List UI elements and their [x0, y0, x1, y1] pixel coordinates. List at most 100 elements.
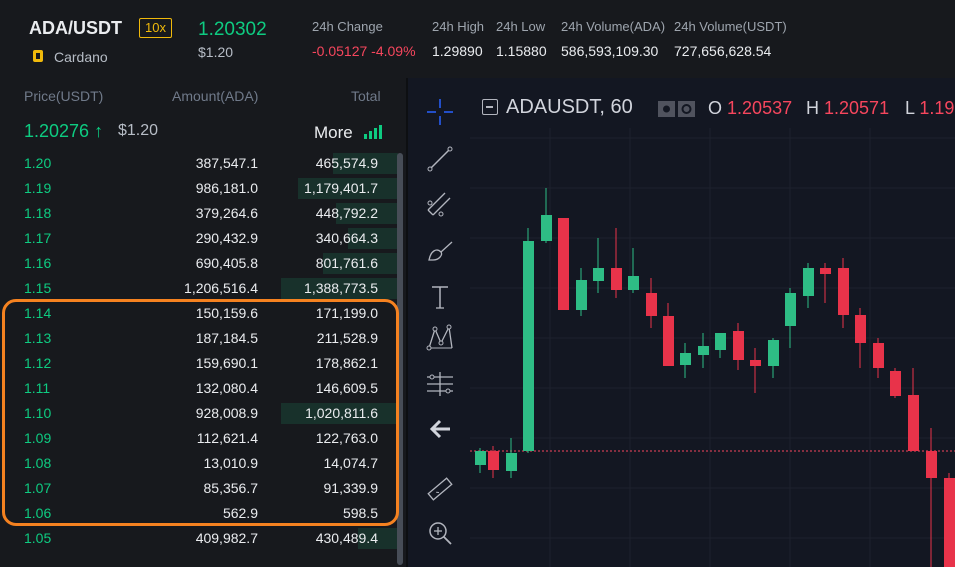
collapse-legend-icon[interactable] [482, 99, 498, 115]
col-price-header: Price(USDT) [24, 88, 104, 104]
ruler-icon[interactable] [425, 474, 455, 504]
order-book-rows: 1.20 387,547.1 465,574.9 1.19 986,181.0 1,179… [0, 151, 406, 551]
order-book-row[interactable]: 1.20 387,547.1 465,574.9 [0, 151, 406, 176]
row-amount: 409,982.7 [195, 530, 258, 546]
candle-down[interactable] [611, 228, 622, 298]
candle-up[interactable] [680, 343, 691, 378]
row-price: 1.08 [24, 455, 52, 471]
order-book-row[interactable]: 1.14 150,159.6 171,199.0 [0, 301, 406, 326]
price-chart[interactable]: ADAUSDT, 60 O 1.20537 H 1.20571 L 1.19 [470, 78, 955, 567]
candle-down[interactable] [488, 446, 499, 478]
candle-up[interactable] [541, 188, 552, 243]
pattern-icon[interactable] [425, 323, 455, 353]
row-amount: 85,356.7 [203, 480, 259, 496]
row-total: 146,609.5 [315, 380, 378, 396]
crosshair-icon[interactable] [425, 97, 455, 127]
stat-label: 24h Volume(USDT) [674, 19, 787, 34]
candle-down[interactable] [558, 218, 569, 310]
text-icon[interactable] [425, 282, 455, 312]
order-book-row[interactable]: 1.05 409,982.7 430,489.4 [0, 526, 406, 551]
candle-down[interactable] [873, 338, 884, 378]
candlestick-plot[interactable] [470, 78, 955, 567]
row-price: 1.06 [24, 505, 52, 521]
eye-settings-icon[interactable] [658, 101, 696, 117]
order-book-row[interactable]: 1.09 112,621.4 122,763.0 [0, 426, 406, 451]
candle-down[interactable] [908, 368, 919, 451]
row-total: 211,528.9 [316, 330, 378, 346]
ohlc-high: H 1.20571 [806, 98, 889, 119]
order-book-row[interactable]: 1.12 159,690.1 178,862.1 [0, 351, 406, 376]
measure-icon[interactable] [425, 369, 455, 399]
row-total: 14,074.7 [323, 455, 379, 471]
coin-name[interactable]: Cardano [54, 49, 108, 65]
trendline-icon[interactable] [425, 144, 455, 174]
pair-symbol[interactable]: ADA/USDT [29, 18, 122, 38]
panel-divider[interactable] [406, 78, 408, 567]
row-total: 598.5 [342, 505, 378, 521]
candle-up[interactable] [803, 263, 814, 308]
candle-down[interactable] [750, 348, 761, 393]
row-price: 1.16 [24, 255, 52, 271]
row-price: 1.18 [24, 205, 52, 221]
order-book-row[interactable]: 1.18 379,264.6 448,792.2 [0, 201, 406, 226]
mid-price-usd: $1.20 [118, 122, 159, 139]
candle-down[interactable] [646, 278, 657, 328]
candle-down[interactable] [944, 473, 955, 567]
stat-label: 24h High [432, 19, 485, 34]
candle-up[interactable] [576, 268, 587, 316]
candle-up[interactable] [715, 333, 726, 358]
candle-down[interactable] [733, 323, 744, 370]
candle-up[interactable] [593, 238, 604, 293]
candle-up[interactable] [698, 333, 709, 368]
order-book-row[interactable]: 1.17 290,432.9 340,664.3 [0, 226, 406, 251]
row-total: 801,761.6 [315, 255, 378, 271]
order-book-row[interactable]: 1.15 1,206,516.4 1,388,773.5 [0, 276, 406, 301]
market-header: ADA/USDT 10x Cardano 1.20302 $1.20 24h C… [0, 0, 955, 78]
back-arrow-icon[interactable] [425, 414, 455, 444]
col-amount-header: Amount(ADA) [172, 88, 259, 104]
candle-down[interactable] [926, 428, 937, 567]
row-total: 171,199.0 [315, 305, 378, 321]
candle-down[interactable] [890, 368, 901, 398]
row-total: 465,574.9 [315, 155, 378, 171]
leverage-badge[interactable]: 10x [139, 18, 172, 38]
candle-up[interactable] [785, 288, 796, 348]
low-label: L [905, 98, 915, 118]
zoom-icon[interactable] [425, 518, 455, 548]
chart-symbol: ADAUSDT, 60 [506, 96, 633, 118]
stat-value: 586,593,109.30 [561, 43, 659, 59]
candle-up[interactable] [768, 338, 779, 378]
row-price: 1.14 [24, 305, 52, 321]
candle-down[interactable] [838, 258, 849, 328]
candle-down[interactable] [855, 308, 866, 368]
candle-up[interactable] [523, 228, 534, 453]
candle-down[interactable] [663, 303, 674, 366]
order-book-row[interactable]: 1.07 85,356.7 91,339.9 [0, 476, 406, 501]
order-book-row[interactable]: 1.06 562.9 598.5 [0, 501, 406, 526]
depth-bars-icon[interactable] [363, 125, 385, 139]
candle-up[interactable] [628, 248, 639, 293]
order-book-scrollbar[interactable] [397, 153, 403, 565]
candle-up[interactable] [506, 438, 517, 478]
high-value: 1.20571 [824, 98, 890, 118]
brush-icon[interactable] [425, 236, 455, 266]
candle-up[interactable] [475, 448, 486, 473]
order-book-row[interactable]: 1.16 690,405.8 801,761.6 [0, 251, 406, 276]
row-amount: 187,184.5 [195, 330, 258, 346]
row-amount: 379,264.6 [195, 205, 258, 221]
fib-icon[interactable] [425, 190, 455, 220]
candle-down[interactable] [820, 263, 831, 303]
open-value: 1.20537 [727, 98, 793, 118]
order-book-row[interactable]: 1.10 928,008.9 1,020,811.6 [0, 401, 406, 426]
more-button[interactable]: More [314, 123, 353, 142]
ohlc-low: L 1.19 [905, 98, 954, 119]
stat-24h-high: 24h High 1.29890 [432, 19, 484, 59]
order-book-row[interactable]: 1.11 132,080.4 146,609.5 [0, 376, 406, 401]
order-book-row[interactable]: 1.13 187,184.5 211,528.9 [0, 326, 406, 351]
order-book: Price(USDT) Amount(ADA) Total 1.20276 ↑ … [0, 78, 406, 567]
order-book-row[interactable]: 1.08 13,010.9 14,074.7 [0, 451, 406, 476]
order-book-row[interactable]: 1.19 986,181.0 1,179,401.7 [0, 176, 406, 201]
stat-value: 727,656,628.54 [674, 43, 772, 59]
stat-24h-low: 24h Low 1.15880 [496, 19, 547, 59]
row-amount: 159,690.1 [195, 355, 258, 371]
